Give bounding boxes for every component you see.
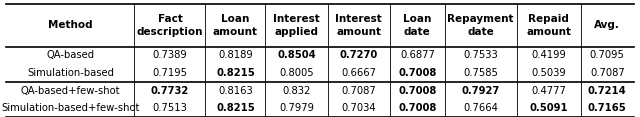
Text: 0.7095: 0.7095 bbox=[590, 50, 625, 60]
Text: Repayment: Repayment bbox=[447, 14, 514, 24]
Text: 0.5039: 0.5039 bbox=[531, 68, 566, 78]
Text: 0.7927: 0.7927 bbox=[461, 86, 500, 96]
Text: 0.7979: 0.7979 bbox=[279, 103, 314, 113]
Text: Fact: Fact bbox=[157, 14, 182, 24]
Text: Simulation-based: Simulation-based bbox=[27, 68, 114, 78]
Text: Loan: Loan bbox=[403, 14, 431, 24]
Text: 0.5091: 0.5091 bbox=[529, 103, 568, 113]
Text: Method: Method bbox=[48, 20, 93, 30]
Text: 0.832: 0.832 bbox=[282, 86, 311, 96]
Text: 0.8189: 0.8189 bbox=[218, 50, 253, 60]
Text: 0.4199: 0.4199 bbox=[531, 50, 566, 60]
Text: 0.8005: 0.8005 bbox=[279, 68, 314, 78]
Text: Loan: Loan bbox=[221, 14, 250, 24]
Text: 0.7585: 0.7585 bbox=[463, 68, 498, 78]
Text: 0.7664: 0.7664 bbox=[463, 103, 498, 113]
Text: 0.7165: 0.7165 bbox=[588, 103, 627, 113]
Text: 0.7533: 0.7533 bbox=[463, 50, 498, 60]
Text: 0.7732: 0.7732 bbox=[151, 86, 189, 96]
Text: 0.4777: 0.4777 bbox=[531, 86, 566, 96]
Text: amount: amount bbox=[526, 27, 572, 37]
Text: applied: applied bbox=[275, 27, 319, 37]
Text: 0.7008: 0.7008 bbox=[398, 103, 436, 113]
Text: 0.6877: 0.6877 bbox=[400, 50, 435, 60]
Text: Simulation-based+few-shot: Simulation-based+few-shot bbox=[1, 103, 140, 113]
Text: date: date bbox=[404, 27, 431, 37]
Text: 0.7034: 0.7034 bbox=[342, 103, 376, 113]
Text: 0.6667: 0.6667 bbox=[341, 68, 376, 78]
Text: 0.7389: 0.7389 bbox=[152, 50, 188, 60]
Text: 0.7008: 0.7008 bbox=[398, 86, 436, 96]
Text: Repaid: Repaid bbox=[528, 14, 569, 24]
Text: amount: amount bbox=[336, 27, 381, 37]
Text: amount: amount bbox=[213, 27, 258, 37]
Text: 0.7008: 0.7008 bbox=[398, 68, 436, 78]
Text: 0.7214: 0.7214 bbox=[588, 86, 627, 96]
Text: 0.7087: 0.7087 bbox=[341, 86, 376, 96]
Text: 0.8215: 0.8215 bbox=[216, 68, 255, 78]
Text: QA-based+few-shot: QA-based+few-shot bbox=[20, 86, 120, 96]
Text: 0.7270: 0.7270 bbox=[340, 50, 378, 60]
Text: QA-based: QA-based bbox=[46, 50, 95, 60]
Text: 0.7195: 0.7195 bbox=[152, 68, 188, 78]
Text: 0.8215: 0.8215 bbox=[216, 103, 255, 113]
Text: 0.8163: 0.8163 bbox=[218, 86, 253, 96]
Text: Avg.: Avg. bbox=[595, 20, 620, 30]
Text: Interest: Interest bbox=[273, 14, 320, 24]
Text: 0.8504: 0.8504 bbox=[277, 50, 316, 60]
Text: 0.7087: 0.7087 bbox=[590, 68, 625, 78]
Text: Interest: Interest bbox=[335, 14, 382, 24]
Text: description: description bbox=[137, 27, 204, 37]
Text: 0.7513: 0.7513 bbox=[152, 103, 188, 113]
Text: date: date bbox=[467, 27, 494, 37]
